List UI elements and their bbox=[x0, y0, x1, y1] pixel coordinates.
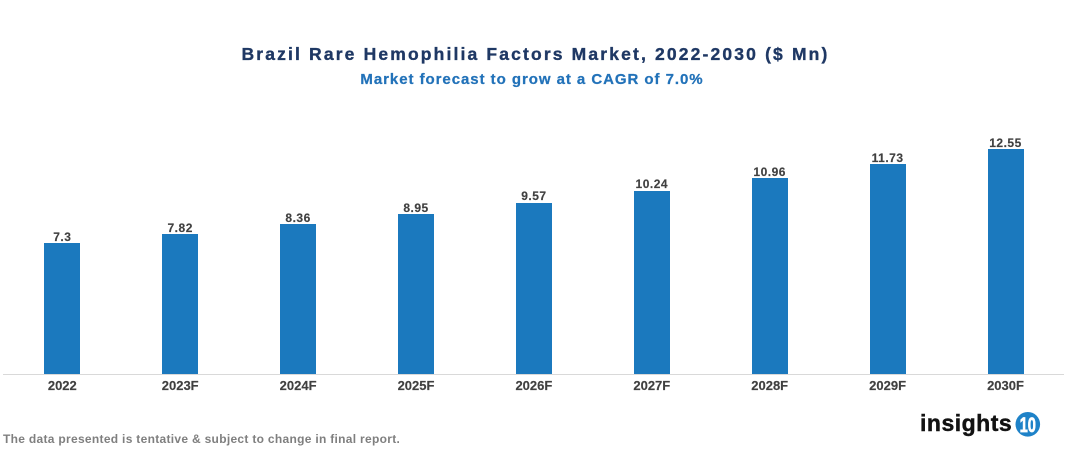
svg-text:10: 10 bbox=[1020, 413, 1036, 436]
